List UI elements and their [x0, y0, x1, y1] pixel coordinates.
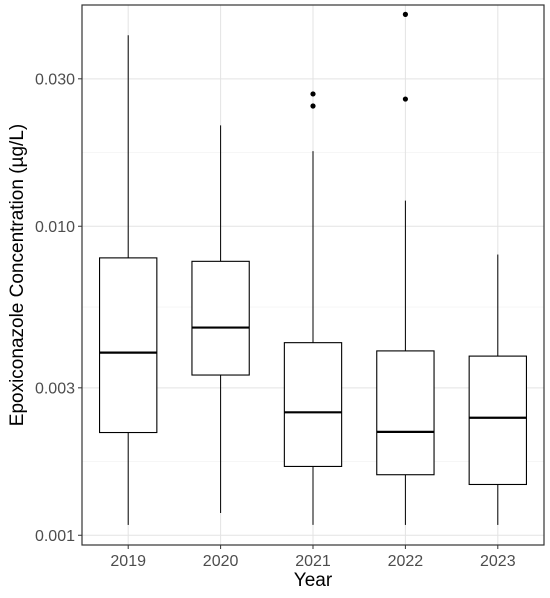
- x-tick-label: 2020: [203, 553, 239, 570]
- outlier-point: [310, 91, 316, 97]
- box-series: [99, 11, 527, 525]
- y-tick-label: 0.001: [35, 528, 75, 545]
- outlier-point: [310, 103, 316, 109]
- x-tick-label: 2023: [480, 553, 516, 570]
- box-2023: [468, 355, 527, 486]
- axes: 0.001 0.003 0.010 0.030 2019 2020 2021 2022 2023: [35, 71, 516, 570]
- box-2020: [191, 260, 250, 376]
- box-2019: [99, 257, 158, 434]
- x-axis-title: Year: [294, 570, 333, 591]
- y-tick-label: 0.010: [35, 219, 75, 236]
- outlier-point: [402, 96, 408, 102]
- outlier-point: [402, 11, 408, 17]
- y-tick-label: 0.003: [35, 380, 75, 397]
- x-tick-label: 2022: [388, 553, 424, 570]
- x-tick-label: 2021: [295, 553, 331, 570]
- y-axis-title: Epoxiconazole Concentration (µg/L): [7, 124, 28, 426]
- box-2021: [283, 342, 343, 467]
- x-tick-label: 2019: [110, 553, 146, 570]
- y-tick-label: 0.030: [35, 71, 75, 88]
- box-2022: [376, 350, 435, 476]
